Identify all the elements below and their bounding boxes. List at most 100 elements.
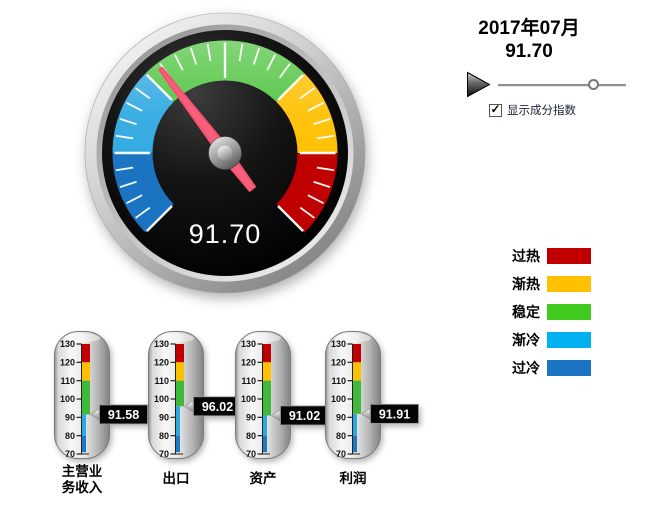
bar-zone-cool — [353, 413, 357, 436]
pill-highlight — [335, 333, 371, 343]
gauge-band-gloss — [112, 40, 226, 233]
bar-zone-warm — [263, 362, 271, 381]
tick-label: 80 — [246, 431, 256, 441]
bar-zone-cold — [353, 435, 357, 453]
gauge-tick — [174, 54, 184, 71]
tick-label: 130 — [60, 339, 75, 349]
timeline-slider-thumb[interactable] — [588, 79, 599, 90]
thermometer-label: 资产 — [249, 471, 277, 486]
gauge-tick — [252, 47, 261, 65]
thermometer-3: 70 80 90 100 110 120 130 91.91 — [325, 331, 419, 459]
tick-label: 70 — [246, 449, 256, 459]
legend-swatch-overcool — [547, 360, 591, 376]
tick-label: 130 — [241, 339, 256, 349]
thermometer-2: 70 80 90 100 110 120 130 91.02 — [235, 331, 329, 459]
tick-label: 120 — [154, 358, 169, 368]
tick-label: 90 — [159, 413, 169, 423]
tick-label: 70 — [65, 449, 75, 459]
tick-label: 80 — [159, 431, 169, 441]
bar-zone-cold — [176, 435, 180, 453]
value-label: 91.58 — [108, 408, 139, 422]
tick-label: 120 — [241, 358, 256, 368]
tick-label: 70 — [159, 449, 169, 459]
tick-label: 90 — [65, 413, 75, 423]
value-label: 91.02 — [289, 409, 320, 423]
gauge-tick — [126, 194, 143, 204]
value-marker-icon — [270, 409, 281, 422]
gauge-tick — [189, 47, 198, 65]
legend-row: 稳定 — [484, 298, 591, 326]
gauge-tick — [206, 43, 212, 62]
thermometer-1: 70 80 90 100 110 120 130 96.02 — [148, 331, 242, 459]
gauge-tick — [126, 102, 143, 112]
gauge-tick — [277, 74, 304, 101]
legend-swatch-overheat — [547, 248, 591, 264]
bar-zone-cold — [82, 435, 86, 453]
legend-row: 过热 — [484, 242, 591, 270]
legend-label: 过冷 — [512, 360, 540, 376]
gauge-tick — [146, 205, 173, 232]
show-components-row: ✓ 显示成分指数 — [489, 102, 576, 118]
legend-row: 渐热 — [484, 270, 591, 298]
bar-zone-cool — [263, 415, 267, 436]
value-marker-icon — [89, 408, 100, 421]
value-label: 91.91 — [379, 407, 410, 421]
thermometer-label: 主营业 务收入 — [61, 464, 103, 495]
tick-label: 100 — [60, 394, 75, 404]
tick-label: 120 — [60, 358, 75, 368]
tick-label: 120 — [331, 358, 346, 368]
bar-zone-cool — [176, 406, 180, 436]
tick-label: 110 — [60, 376, 75, 386]
thermometer-label: 出口 — [162, 471, 190, 486]
show-components-checkbox[interactable]: ✓ — [489, 102, 502, 117]
period-panel: 2017年07月 91.70 — [448, 17, 610, 63]
tick-label: 100 — [331, 394, 346, 404]
play-icon — [467, 71, 491, 98]
tick-label: 110 — [241, 376, 256, 386]
legend-swatch-stable — [547, 304, 591, 320]
gauge-tick — [277, 205, 304, 232]
gauge-tick — [316, 166, 335, 172]
play-button[interactable] — [466, 71, 491, 98]
bar-zone-stable — [353, 380, 361, 414]
bar-zone-warm — [176, 362, 184, 381]
gauge-tick — [238, 43, 244, 62]
tick-label: 80 — [65, 431, 75, 441]
value-marker-icon — [360, 407, 371, 420]
value-box — [370, 403, 419, 424]
show-components-label: 显示成分指数 — [507, 105, 576, 117]
timeline-player — [466, 71, 626, 98]
timeline-slider-track[interactable] — [498, 84, 626, 87]
gauge-tick — [135, 87, 151, 100]
bar-zone-hot — [263, 344, 271, 363]
legend-swatch-cooling — [547, 332, 591, 348]
tick-label: 90 — [246, 413, 256, 423]
tick-label: 100 — [154, 394, 169, 404]
tick-label: 80 — [336, 431, 346, 441]
gauge-tick — [119, 117, 137, 126]
gauge-tick — [313, 180, 331, 189]
gauge-tick — [266, 54, 276, 71]
bar-zone-stable — [82, 380, 90, 415]
legend-label: 过热 — [512, 248, 540, 264]
thermometer-label: 利润 — [339, 471, 367, 486]
pill-highlight — [64, 333, 100, 343]
gauge-tick — [119, 180, 137, 189]
bar-zone-hot — [82, 344, 90, 363]
thermometer-0: 70 80 90 100 110 120 130 91.58 — [54, 331, 148, 459]
gauge-tick — [135, 206, 151, 219]
gauge-hub-cap — [217, 145, 233, 161]
value-marker-icon — [183, 400, 194, 413]
legend-row: 渐冷 — [484, 326, 591, 354]
tick-label: 70 — [336, 449, 346, 459]
value-box — [99, 404, 148, 425]
legend: 过热 渐热 稳定 渐冷 过冷 — [484, 242, 591, 382]
gauge-tick — [115, 166, 134, 172]
bar-zone-hot — [176, 344, 184, 363]
checkmark-icon: ✓ — [490, 102, 501, 116]
tick-label: 130 — [154, 339, 169, 349]
tick-label: 130 — [331, 339, 346, 349]
gauge-band-gloss — [224, 40, 338, 233]
legend-row: 过冷 — [484, 354, 591, 382]
period-value: 91.70 — [505, 41, 553, 62]
